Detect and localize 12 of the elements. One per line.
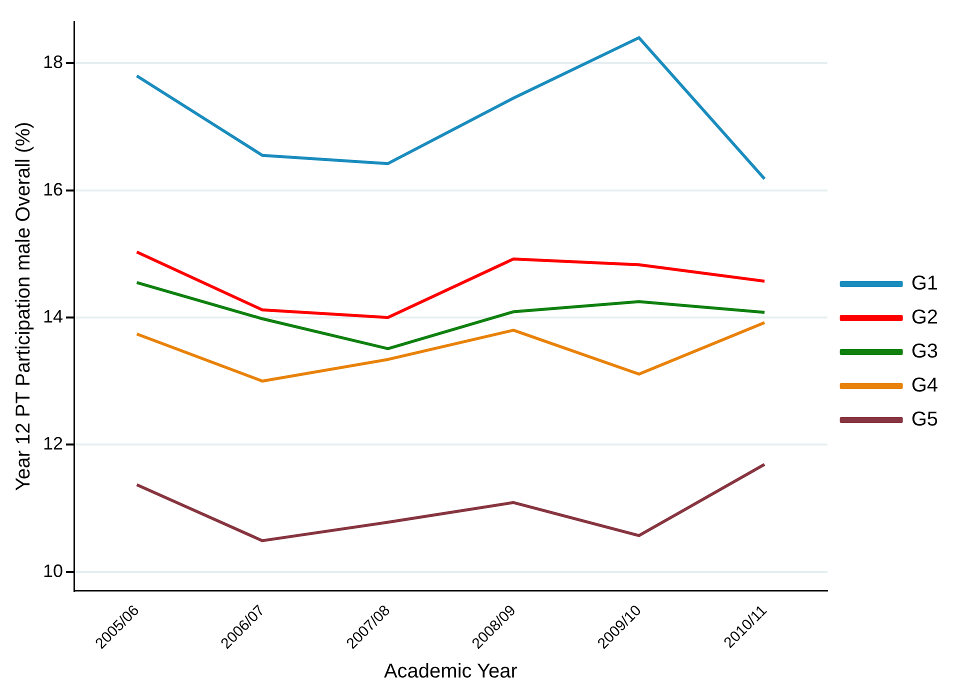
- y-tick-label: 14: [42, 306, 64, 326]
- y-tick-label: 18: [42, 52, 64, 72]
- y-tick-label: 16: [42, 179, 64, 200]
- y-tick-label: 12: [42, 434, 64, 454]
- legend-label: G2: [911, 306, 938, 329]
- legend-label: G1: [911, 272, 938, 295]
- x-axis-title: Academic Year: [384, 660, 518, 683]
- legend-label: G3: [911, 340, 938, 363]
- y-axis-title: Year 12 PT Participation male Overall (%): [12, 122, 35, 491]
- y-tick-label: 10: [42, 560, 64, 581]
- legend-label: G5: [911, 408, 938, 431]
- legend-label: G4: [911, 374, 938, 397]
